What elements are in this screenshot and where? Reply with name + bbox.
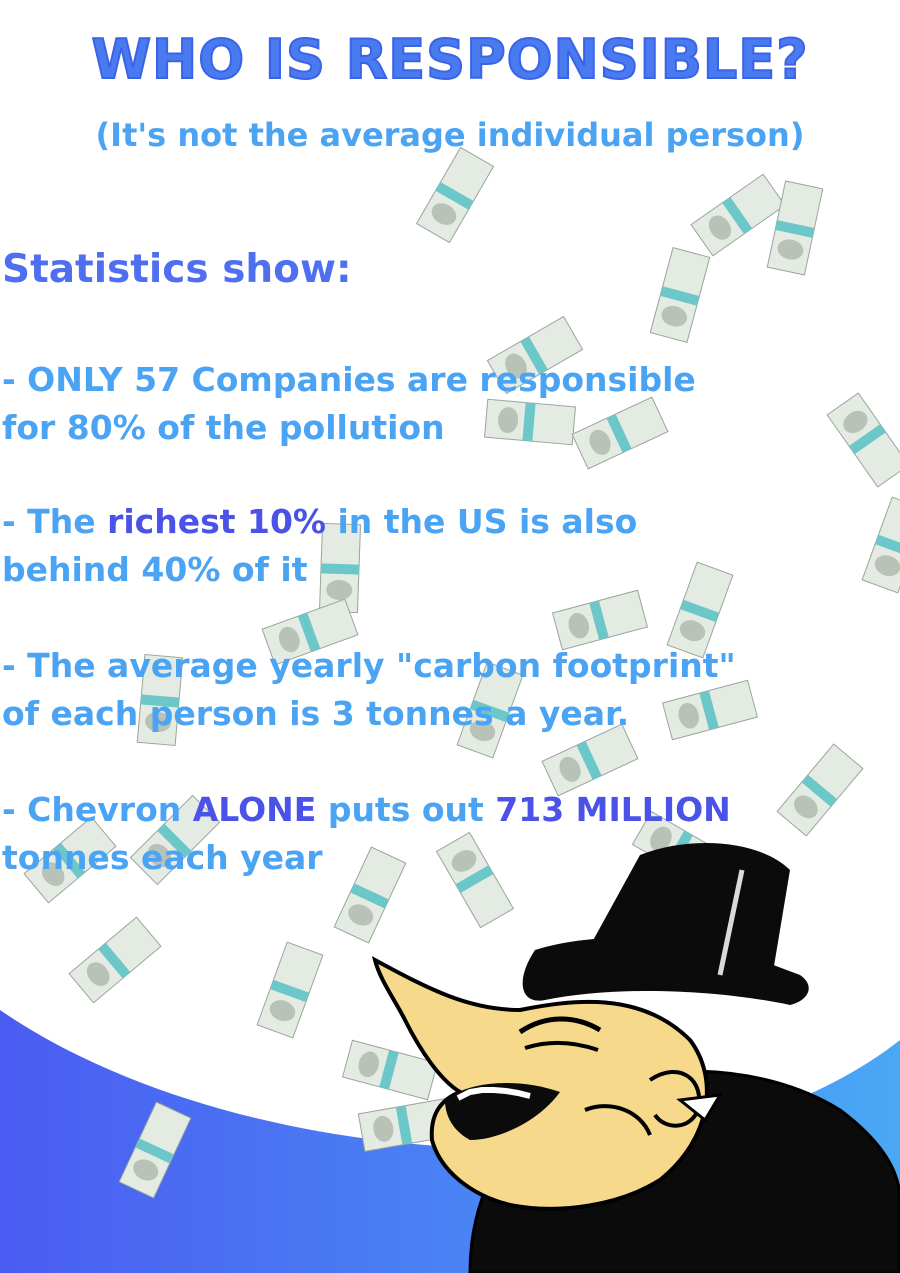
dollar-bill <box>571 396 669 470</box>
dollar-bill <box>766 180 824 276</box>
stat-text: - Chevron <box>2 790 193 829</box>
stat-text: - The <box>2 502 108 541</box>
stats-heading: Statistics show: <box>2 247 352 292</box>
dollar-bill <box>541 723 639 797</box>
dollar-bill <box>690 173 786 257</box>
stat-line: - Chevron ALONE puts out 713 MILLION <box>2 786 731 834</box>
stat-line: behind 40% of it <box>2 546 637 594</box>
dollar-bill <box>261 598 359 666</box>
dollar-bill <box>68 916 162 1004</box>
dollar-bill <box>318 522 362 614</box>
stat-line: - The average yearly "carbon footprint" <box>2 642 736 690</box>
dollar-bill <box>649 246 711 344</box>
stat-item: - The average yearly "carbon footprint" o… <box>2 642 736 738</box>
dollar-bill <box>666 561 734 659</box>
page-title: WHO IS RESPONSIBLE? <box>90 27 809 92</box>
dollar-bill <box>483 398 577 446</box>
dollar-bill <box>333 846 407 944</box>
mouth <box>445 1082 560 1140</box>
stat-text: tonnes each year <box>2 838 323 877</box>
stat-line: - The richest 10% in the US is also <box>2 498 637 546</box>
stat-line: - ONLY 57 Companies are responsible <box>2 356 696 404</box>
stat-text: of each person is 3 tonnes a year. <box>2 694 630 733</box>
dollar-bill <box>776 743 864 837</box>
stat-text: behind 40% of it <box>2 550 308 589</box>
dollar-bill <box>826 392 900 488</box>
dollar-bill <box>456 661 524 759</box>
stat-highlight: richest 10% <box>107 502 326 541</box>
dollar-bill <box>118 1101 192 1199</box>
stat-item: - Chevron ALONE puts out 713 MILLION tonn… <box>2 786 731 882</box>
dollar-bill <box>486 315 584 395</box>
stat-line: of each person is 3 tonnes a year. <box>2 690 736 738</box>
dollar-bill <box>435 831 515 929</box>
stat-line: tonnes each year <box>2 834 731 882</box>
stat-text: - ONLY 57 Companies are responsible <box>2 360 696 399</box>
dollar-bill <box>661 679 759 741</box>
stat-item: - ONLY 57 Companies are responsible for 8… <box>2 356 696 452</box>
dollar-bill <box>256 941 324 1039</box>
stat-line: for 80% of the pollution <box>2 404 696 452</box>
face <box>371 956 709 1211</box>
page-subtitle: (It's not the average individual person) <box>95 116 805 154</box>
stat-text: - The average yearly "carbon footprint" <box>2 646 736 685</box>
dollar-bill <box>357 1098 453 1152</box>
stat-text: in the US is also <box>325 502 638 541</box>
dollar-bill <box>551 589 649 651</box>
stat-item: - The richest 10% in the US is also behin… <box>2 498 637 594</box>
dollar-bill <box>415 146 495 244</box>
stat-text: puts out <box>316 790 496 829</box>
dollar-bill <box>341 1039 439 1101</box>
dollar-bill <box>129 794 221 886</box>
dollar-bill <box>136 653 184 747</box>
stat-highlight: ALONE <box>192 790 317 829</box>
stat-highlight: 713 MILLION <box>495 790 731 829</box>
stat-text: for 80% of the pollution <box>2 408 445 447</box>
dollar-bill <box>861 496 900 594</box>
dollar-bill <box>23 816 117 904</box>
